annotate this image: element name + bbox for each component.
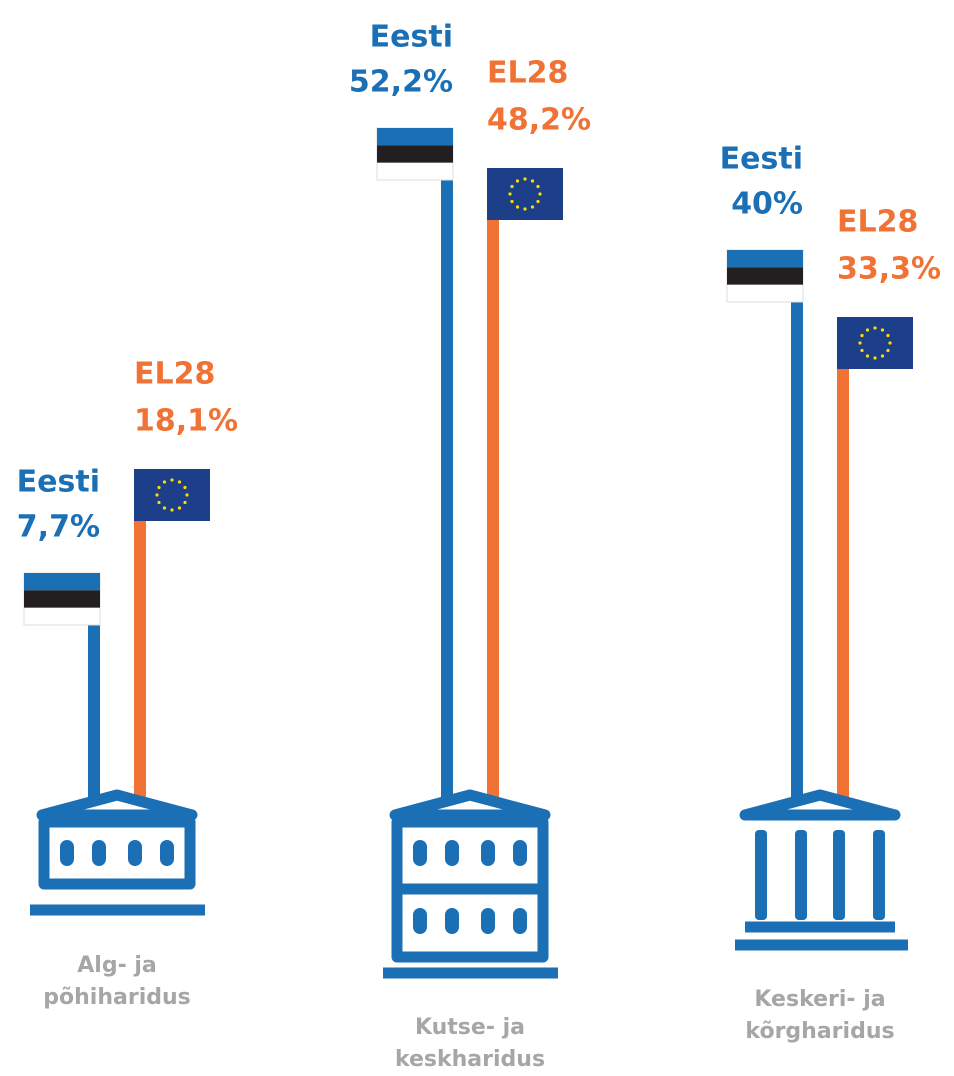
flag-star [155,493,159,497]
flag-star [873,326,877,330]
value-label: 52,2% [349,65,453,100]
flag-star [873,356,877,360]
flag-stripe [24,590,100,608]
flag-star [185,493,189,497]
flag-star [523,207,527,211]
marks: Eesti 7,7% Eesti 52,2% Eesti 40% EL28 18,1% EL28… [17,20,941,800]
flag-star [886,348,890,353]
flag-pole [441,128,453,800]
flag-star [530,179,535,183]
flag-star [177,506,182,510]
flag-star [886,333,890,338]
series-name: EL28 [487,56,568,91]
flag-star [858,341,862,345]
flag-star [183,500,187,505]
building-icon [383,789,558,979]
value-label: 48,2% [487,103,591,138]
value-label: 18,1% [134,404,238,439]
flag-star [162,480,167,484]
category-label: Alg- ja põhiharidus [43,953,191,1010]
flag-star [888,341,892,345]
flag-pole [837,317,849,800]
category-label: Kutse- ja keskharidus [394,1015,546,1072]
series-name: EL28 [837,205,918,240]
value-label: 33,3% [837,252,941,287]
building-icon [735,789,908,951]
flag-star [508,192,512,196]
series-name: Eesti [720,142,803,177]
flag-star [865,354,870,358]
value-label: 7,7% [17,510,100,545]
flag-stripe [727,267,803,285]
flag [487,168,563,220]
flag-pole [134,469,146,800]
flag-stripe [727,250,803,268]
flag-pole [487,168,499,800]
flag-star [880,354,885,358]
flag-stripe [24,573,100,591]
flag-star [157,485,161,490]
series-name: EL28 [134,357,215,392]
flag-star [177,480,182,484]
series-name: Eesti [17,465,100,500]
category-label: Keskeri- ja kõrgharidus [745,987,895,1044]
flag-star [515,179,520,183]
flag-star [170,478,174,482]
flag [134,469,210,521]
flag-star [530,205,535,209]
flag-stripe [377,128,453,146]
flag-star [538,192,542,196]
flag-star [536,184,540,189]
flag-star [515,205,520,209]
flag-star [523,177,527,181]
flag-star [860,348,864,353]
flag-star [510,199,514,204]
flag-star [157,500,161,505]
building-icon [30,789,205,916]
flag-star [860,333,864,338]
flag-star [162,506,167,510]
value-label: 40% [731,187,803,222]
flag-pole [791,250,803,800]
flag-pole [88,573,100,800]
flag-star [183,485,187,490]
flag-star [170,508,174,512]
flag-star [880,328,885,332]
flag [837,317,913,369]
flag-stripe [377,145,453,163]
flag-star [510,184,514,189]
flag-star [865,328,870,332]
series-name: Eesti [370,20,453,55]
flag-star [536,199,540,204]
